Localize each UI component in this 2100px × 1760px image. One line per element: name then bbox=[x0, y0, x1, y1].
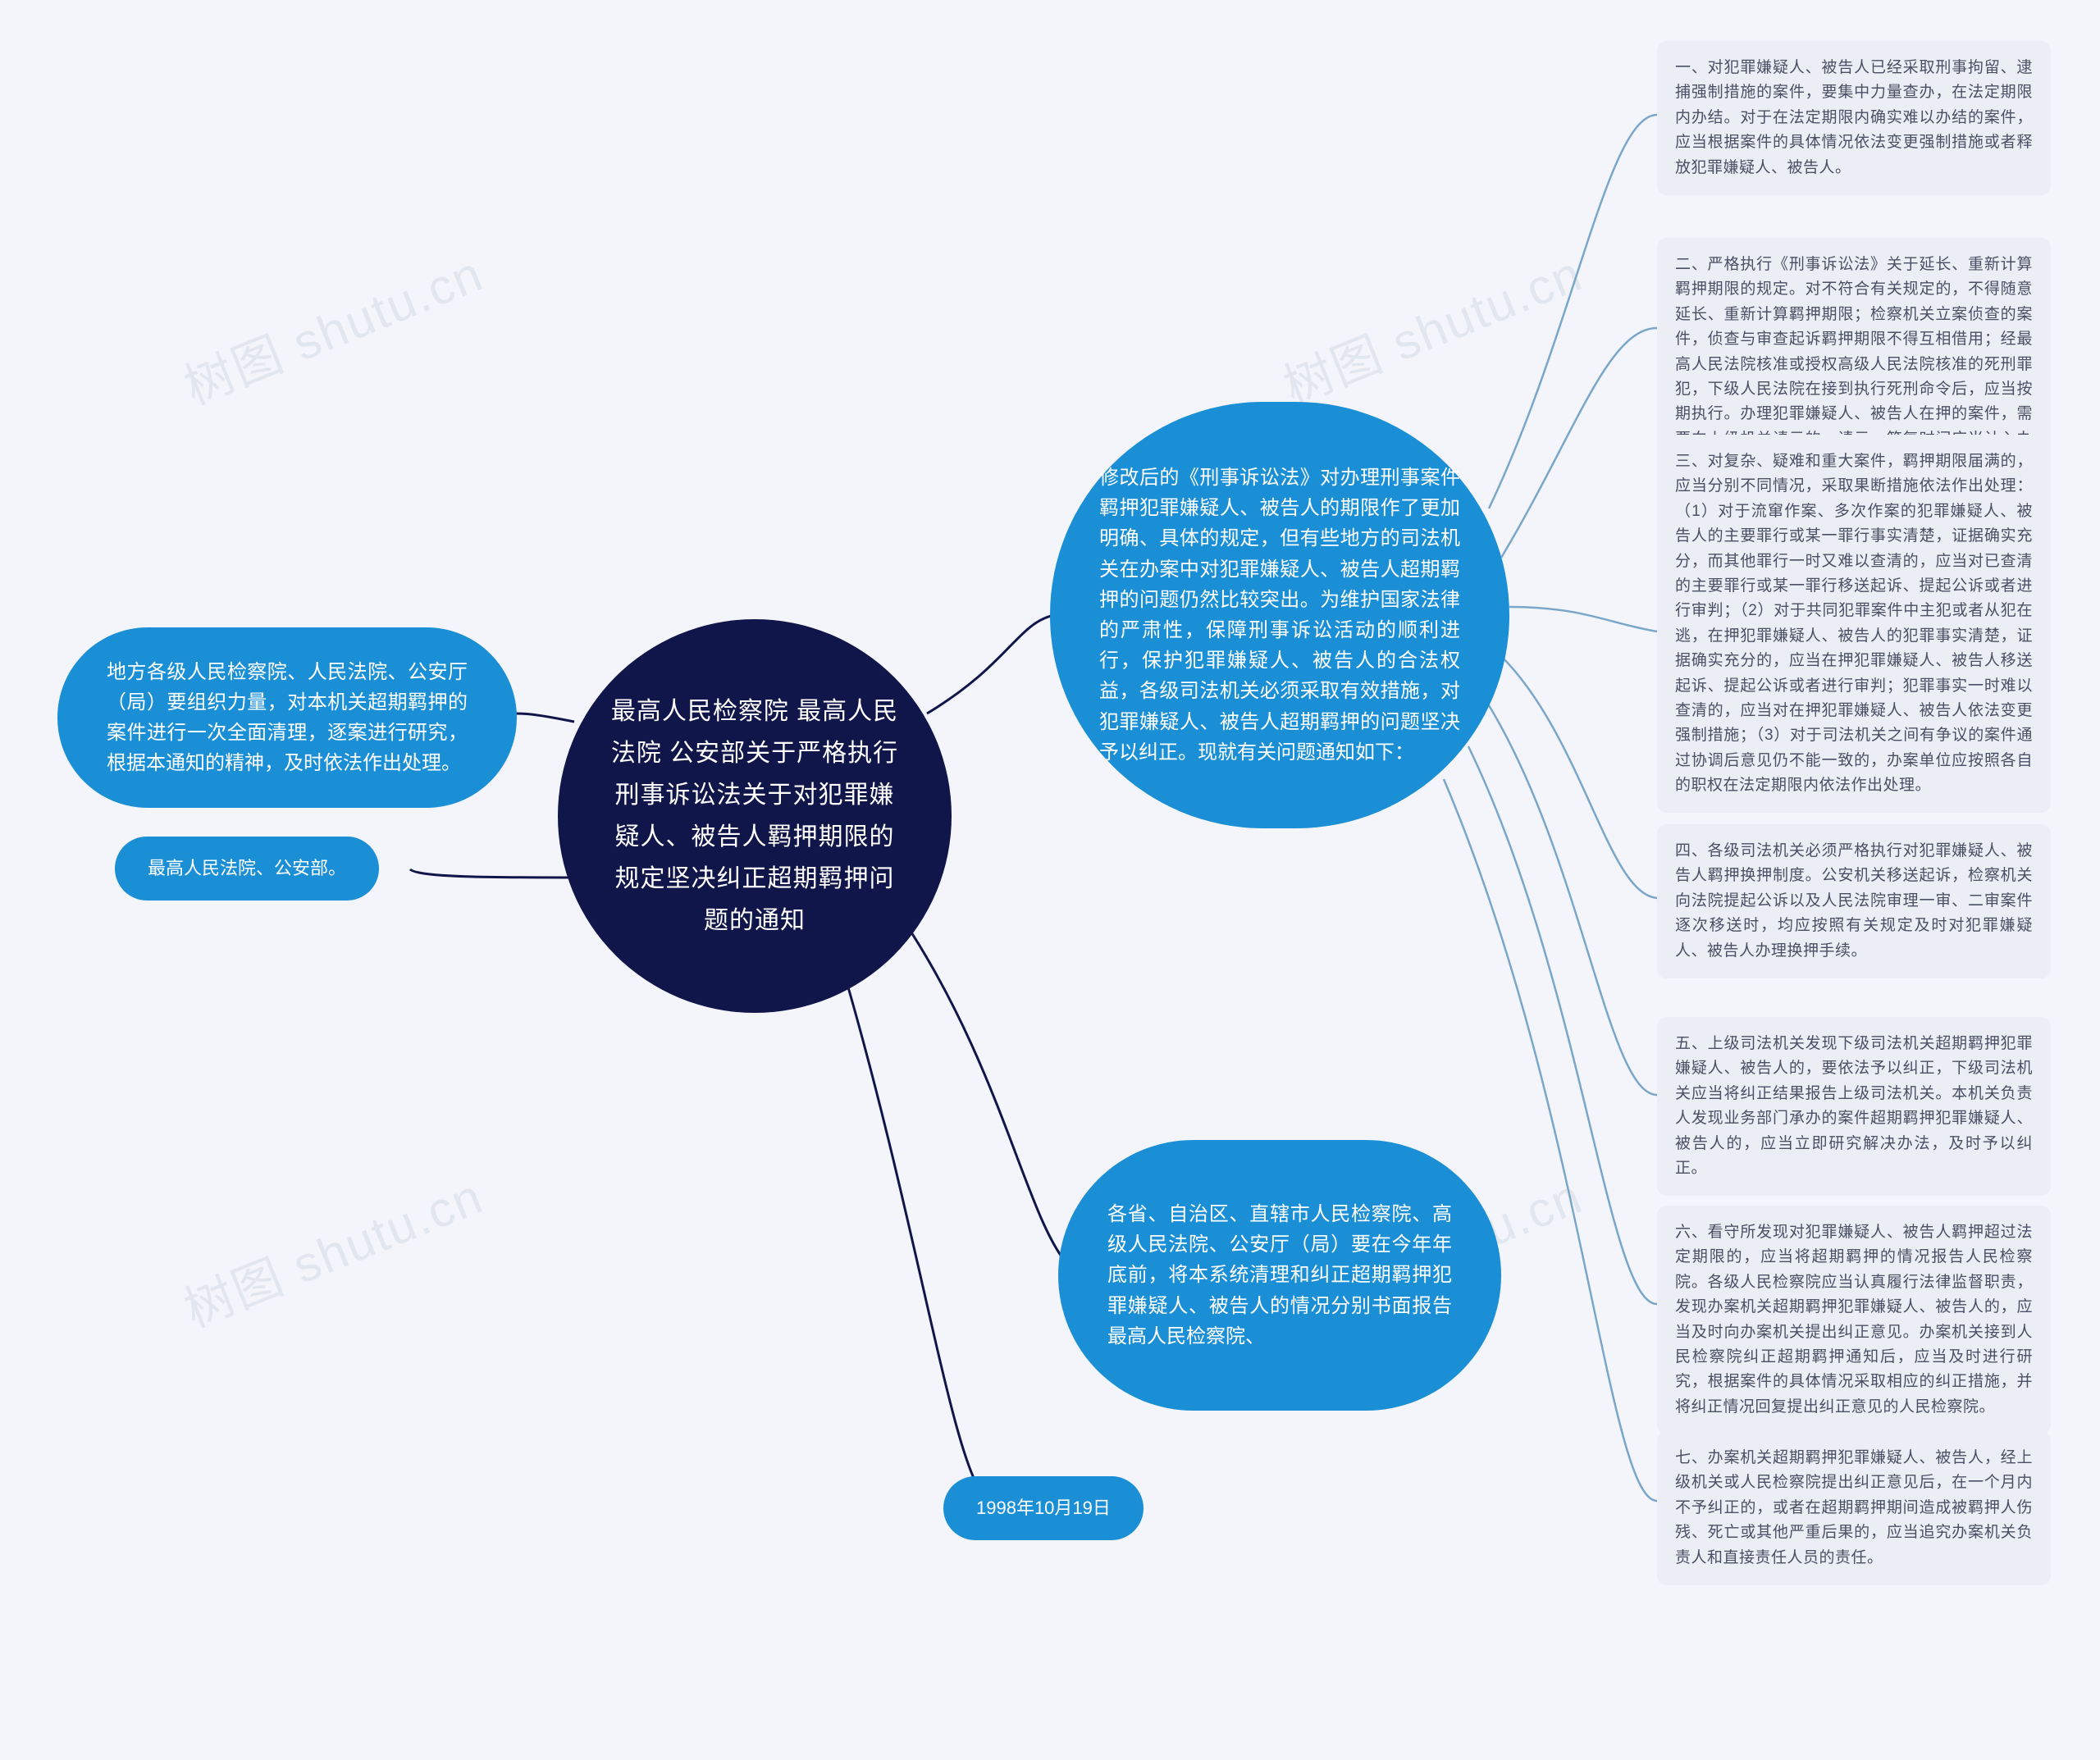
issuer-node-text: 最高人民法院、公安部。 bbox=[148, 855, 346, 882]
local-node-text: 地方各级人民检察院、人民法院、公安厅（局）要组织力量，对本机关超期羁押的案件进行… bbox=[107, 657, 468, 779]
date-node-text: 1998年10月19日 bbox=[976, 1494, 1111, 1522]
report-node: 各省、自治区、直辖市人民检察院、高级人民法院、公安厅（局）要在今年年底前，将本系… bbox=[1058, 1140, 1501, 1411]
intro-node: 修改后的《刑事诉讼法》对办理刑事案件羁押犯罪嫌疑人、被告人的期限作了更加明确、具… bbox=[1050, 402, 1509, 828]
date-node: 1998年10月19日 bbox=[943, 1476, 1144, 1540]
leaf-node: 四、各级司法机关必须严格执行对犯罪嫌疑人、被告人羁押换押制度。公安机关移送起诉，… bbox=[1657, 824, 2051, 978]
leaf-text: 一、对犯罪嫌疑人、被告人已经采取刑事拘留、逮捕强制措施的案件，要集中力量查办，在… bbox=[1675, 59, 2033, 176]
center-node: 最高人民检察院 最高人民法院 公安部关于严格执行刑事诉讼法关于对犯罪嫌疑人、被告… bbox=[558, 619, 952, 1013]
issuer-node: 最高人民法院、公安部。 bbox=[115, 837, 379, 901]
leaf-text: 六、看守所发现对犯罪嫌疑人、被告人羁押超过法定期限的，应当将超期羁押的情况报告人… bbox=[1675, 1224, 2033, 1416]
leaf-node: 六、看守所发现对犯罪嫌疑人、被告人羁押超过法定期限的，应当将超期羁押的情况报告人… bbox=[1657, 1206, 2051, 1434]
leaf-text: 四、各级司法机关必须严格执行对犯罪嫌疑人、被告人羁押换押制度。公安机关移送起诉，… bbox=[1675, 842, 2033, 960]
leaf-text: 五、上级司法机关发现下级司法机关超期羁押犯罪嫌疑人、被告人的，要依法予以纠正，下… bbox=[1675, 1035, 2033, 1177]
watermark: 树图 shutu.cn bbox=[1271, 235, 1591, 419]
leaf-text: 七、办案机关超期羁押犯罪嫌疑人、被告人，经上级机关或人民检察院提出纠正意见后，在… bbox=[1675, 1449, 2033, 1566]
leaf-node: 三、对复杂、疑难和重大案件，羁押期限届满的，应当分别不同情况，采取果断措施依法作… bbox=[1657, 435, 2051, 813]
leaf-node: 一、对犯罪嫌疑人、被告人已经采取刑事拘留、逮捕强制措施的案件，要集中力量查办，在… bbox=[1657, 41, 2051, 195]
center-node-text: 最高人民检察院 最高人民法院 公安部关于严格执行刑事诉讼法关于对犯罪嫌疑人、被告… bbox=[607, 691, 902, 942]
report-node-text: 各省、自治区、直辖市人民检察院、高级人民法院、公安厅（局）要在今年年底前，将本系… bbox=[1107, 1199, 1452, 1352]
watermark: 树图 shutu.cn bbox=[172, 1157, 492, 1342]
leaf-text: 三、对复杂、疑难和重大案件，羁押期限届满的，应当分别不同情况，采取果断措施依法作… bbox=[1675, 453, 2033, 794]
watermark: 树图 shutu.cn bbox=[172, 235, 492, 419]
intro-node-text: 修改后的《刑事诉讼法》对办理刑事案件羁押犯罪嫌疑人、被告人的期限作了更加明确、具… bbox=[1099, 463, 1460, 768]
leaf-node: 七、办案机关超期羁押犯罪嫌疑人、被告人，经上级机关或人民检察院提出纠正意见后，在… bbox=[1657, 1431, 2051, 1585]
leaf-node: 五、上级司法机关发现下级司法机关超期羁押犯罪嫌疑人、被告人的，要依法予以纠正，下… bbox=[1657, 1017, 2051, 1196]
local-node: 地方各级人民检察院、人民法院、公安厅（局）要组织力量，对本机关超期羁押的案件进行… bbox=[57, 627, 517, 808]
